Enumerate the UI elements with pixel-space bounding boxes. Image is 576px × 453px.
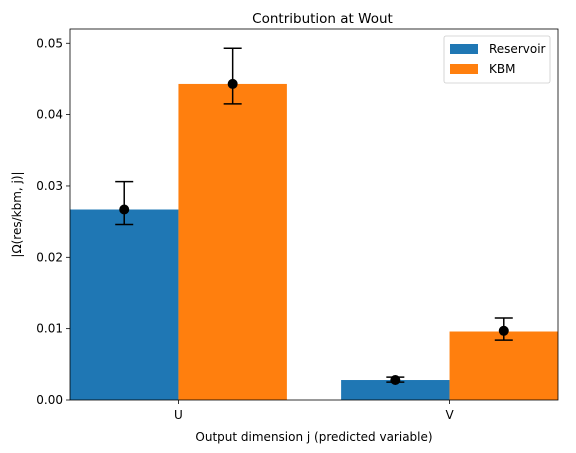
legend-swatch-reservoir [450, 44, 478, 54]
x-tick-label: U [174, 408, 183, 422]
x-axis-label: Output dimension j (predicted variable) [195, 430, 432, 444]
bar-reservoir-u [70, 209, 179, 400]
legend-label-reservoir: Reservoir [489, 42, 546, 56]
legend: Reservoir KBM [443, 35, 551, 84]
x-tick-label: V [445, 408, 454, 422]
mean-point-kbm-v [498, 325, 509, 336]
legend-swatch-kbm [450, 64, 478, 74]
y-tick-label: 0.04 [36, 108, 63, 122]
y-axis-label: |Ω(res/kbm, j)| [10, 171, 24, 257]
error-bars-layer [115, 47, 513, 386]
y-tick-label: 0.02 [36, 250, 63, 264]
y-axis: 0.00 0.01 0.02 0.03 0.04 0.05 [36, 36, 70, 407]
mean-point-reservoir-v [390, 375, 401, 386]
bars-layer [70, 83, 558, 401]
y-tick-label: 0.00 [36, 393, 63, 407]
mean-point-reservoir-u [119, 204, 130, 215]
plot-frame [69, 28, 559, 401]
y-tick-label: 0.03 [36, 179, 63, 193]
y-tick-label: 0.05 [36, 36, 63, 50]
bar-kbm-v [449, 331, 558, 400]
y-tick-label: 0.01 [36, 322, 63, 336]
mean-point-kbm-u [227, 78, 238, 89]
legend-label-kbm: KBM [489, 62, 515, 76]
bar-kbm-u [178, 83, 287, 401]
bar-reservoir-v [341, 380, 450, 400]
chart-title: Contribution at Wout [252, 11, 393, 27]
